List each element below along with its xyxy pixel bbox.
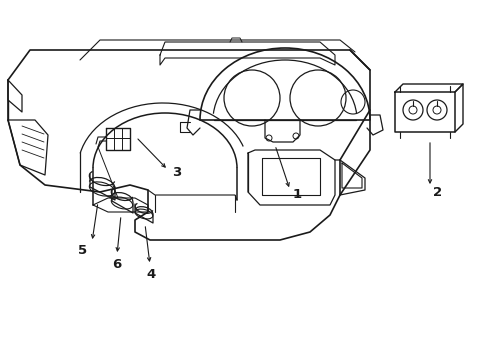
Text: 4: 4 [146, 269, 155, 282]
Text: 6: 6 [112, 257, 121, 270]
Text: 5: 5 [78, 243, 87, 256]
Text: 2: 2 [433, 185, 442, 198]
Text: 3: 3 [172, 166, 181, 179]
Text: 1: 1 [293, 188, 302, 201]
